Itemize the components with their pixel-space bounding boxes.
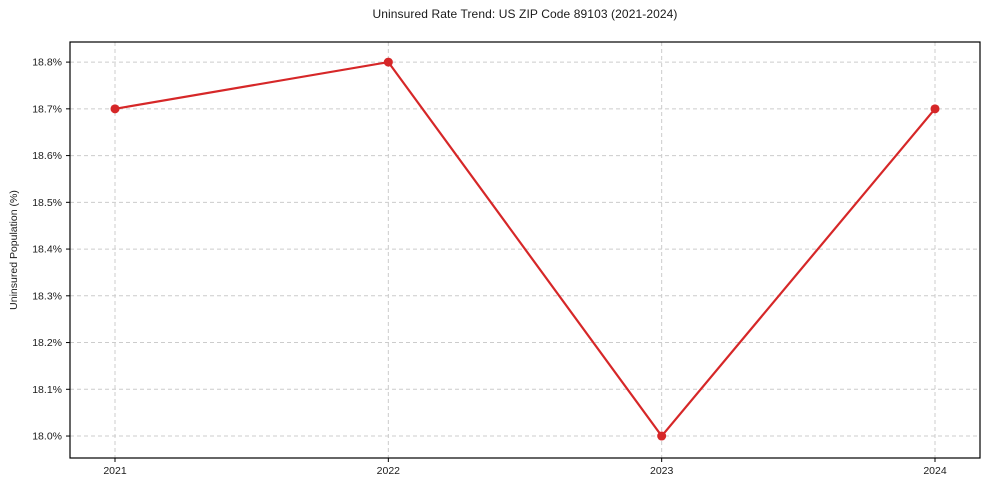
data-point-marker <box>110 104 120 114</box>
data-point-marker <box>383 57 393 67</box>
x-tick-label: 2022 <box>377 465 401 477</box>
y-tick-label: 18.6% <box>32 150 62 162</box>
y-tick-label: 18.1% <box>32 384 62 396</box>
trend-line <box>113 60 937 438</box>
y-tick-label: 18.8% <box>32 57 62 69</box>
x-tick-label: 2023 <box>650 465 674 477</box>
y-axis-label: Uninsured Population (%) <box>8 190 20 310</box>
y-tick-label: 18.5% <box>32 197 62 209</box>
data-point-marker <box>657 431 667 441</box>
x-tick-label: 2024 <box>923 465 947 477</box>
y-tick-label: 18.2% <box>32 337 62 349</box>
chart-title: Uninsured Rate Trend: US ZIP Code 89103 … <box>372 7 678 21</box>
y-tick-label: 18.7% <box>32 103 62 115</box>
y-tick-label: 18.3% <box>32 290 62 302</box>
y-tick-label: 18.4% <box>32 244 62 256</box>
data-point-marker <box>930 104 940 114</box>
y-tick-label: 18.0% <box>32 431 62 443</box>
plot-border <box>69 41 981 459</box>
x-tick-label: 2021 <box>103 465 127 477</box>
